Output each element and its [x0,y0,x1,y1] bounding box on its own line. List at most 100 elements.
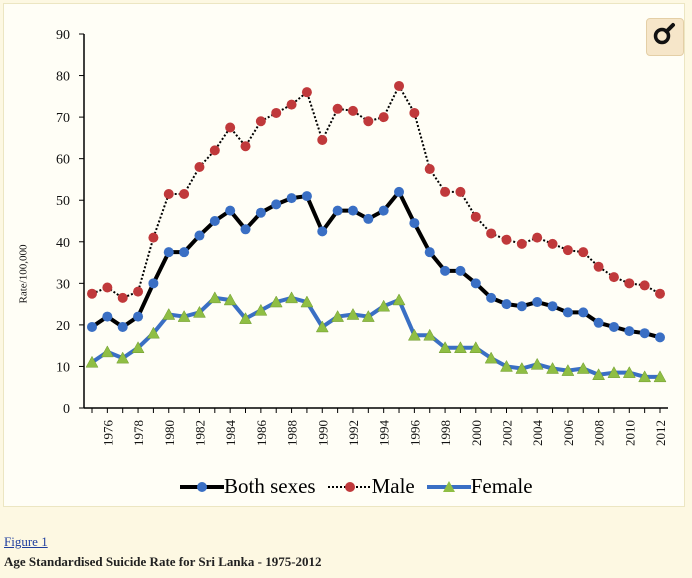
data-point [225,205,236,216]
data-point [363,116,374,127]
data-point [102,282,113,293]
data-point [470,278,481,289]
data-point [501,299,512,310]
data-point [317,134,328,145]
data-point [501,234,512,245]
data-point [639,328,650,339]
y-tick-label: 80 [56,70,70,85]
x-tick-label: 1996 [407,420,422,447]
data-point [331,310,345,322]
data-point [469,341,483,353]
data-point [423,328,437,341]
data-point [578,307,589,318]
data-point [532,232,543,243]
data-point [409,218,420,229]
data-point [179,247,190,258]
data-point [209,216,220,226]
data-point [455,186,466,197]
data-point [547,238,558,249]
x-tick-label: 1986 [254,420,269,447]
data-point [285,291,298,304]
x-tick-label: 2008 [592,420,607,446]
data-point [394,186,405,197]
y-tick-label: 40 [56,236,70,251]
legend-swatch-male [327,481,372,492]
legend-label-both-sexes: Both sexes [224,474,316,498]
data-point [546,362,559,374]
x-tick-label: 1998 [438,420,453,446]
x-tick-label: 1982 [192,420,207,446]
data-point [209,145,220,156]
data-point [424,164,435,175]
data-point [102,311,113,322]
data-point [638,370,652,383]
data-point [223,293,237,306]
series-line-male [91,84,661,299]
data-point [131,341,145,353]
data-point [346,307,360,320]
y-tick-label: 60 [56,153,70,168]
y-tick-label: 90 [56,28,70,43]
data-point [363,213,374,224]
data-point [286,193,297,204]
data-point [240,141,251,152]
data-point [87,321,97,332]
data-point [239,312,252,324]
data-point [655,332,665,343]
data-point [208,291,222,304]
data-point [593,317,604,328]
data-point [578,247,589,258]
data-point [179,188,190,199]
data-point [332,205,343,216]
figure-link[interactable]: Figure 1 [4,534,48,549]
x-tick-label: 1988 [285,420,300,446]
x-tick-label: 2004 [530,420,545,447]
data-point [424,247,435,258]
x-tick-label: 2010 [622,420,637,446]
data-point [193,305,206,318]
data-point [117,292,128,303]
data-point [100,345,114,358]
x-tick-label: 2012 [653,420,668,446]
data-point [163,247,174,258]
data-point [194,230,205,241]
data-point [562,307,573,318]
data-point [146,326,160,339]
data-point [300,295,314,308]
x-tick-label: 1984 [223,420,238,447]
data-point [394,80,405,91]
x-tick-label: 1976 [100,420,115,447]
data-point [624,278,635,289]
magnify-icon [652,22,678,53]
legend-label-female: Female [470,474,533,498]
legend-swatch-both-sexes [180,481,224,492]
figure-caption: Age Standardised Suicide Rate for Sri La… [4,554,322,569]
x-tick-label: 2006 [561,420,576,447]
data-point [255,116,266,127]
series-line-female [90,295,660,379]
data-point [639,280,650,291]
y-axis-label: Rate/100,000 [17,244,30,304]
data-point [85,355,99,368]
zoom-button[interactable] [646,18,684,56]
data-point [624,326,635,337]
data-point [162,307,176,320]
data-point [148,232,159,243]
legend-item-both-sexes: Both sexes [180,474,316,499]
data-point [317,226,328,237]
data-point [177,310,191,322]
data-point [315,320,329,333]
data-point [607,366,621,378]
x-tick-label: 1994 [377,420,392,447]
data-point [347,205,358,216]
data-point [608,321,619,332]
data-point [117,321,128,332]
data-point [255,207,266,218]
data-point [377,299,391,312]
data-point [454,341,467,353]
data-point [655,288,665,299]
data-point [592,368,606,381]
data-point [438,341,452,353]
data-point [163,188,174,199]
data-point [547,301,558,312]
